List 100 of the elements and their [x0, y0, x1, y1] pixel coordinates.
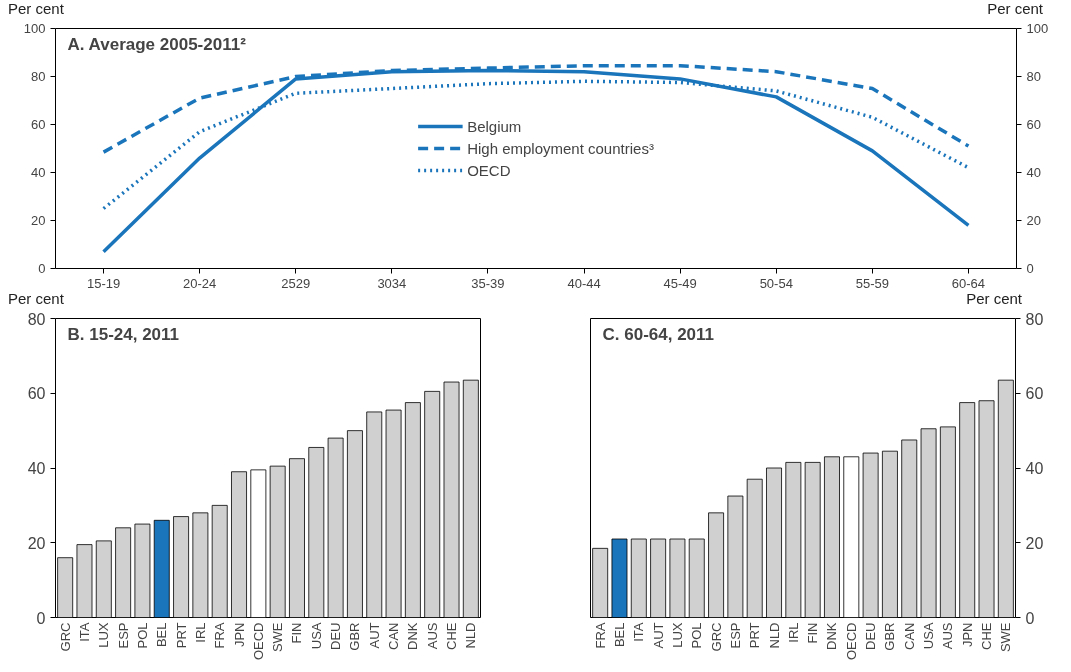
- bar: [650, 538, 667, 618]
- bar: [231, 471, 247, 618]
- y2-tick-label: 60: [1026, 117, 1041, 132]
- x-tick-label: ESP: [727, 622, 743, 649]
- x-tick-label: PRT: [173, 622, 189, 649]
- bar: [920, 428, 937, 618]
- bar: [708, 512, 724, 618]
- bar: [134, 523, 151, 618]
- legend-label: High employment countries³: [467, 139, 654, 157]
- bar: [250, 469, 267, 618]
- x-tick-label: 20-24: [183, 275, 217, 291]
- x-tick-label: 50-54: [759, 275, 793, 291]
- x-tick-label: USA: [308, 622, 324, 650]
- bar: [978, 400, 995, 618]
- y-tick-label: 40: [31, 165, 46, 180]
- bar: [366, 411, 383, 618]
- x-tick-label: CHE: [979, 622, 995, 650]
- x-tick-label: 60-64: [951, 275, 986, 291]
- x-tick-label: DEU: [863, 622, 879, 650]
- bar: [901, 439, 918, 618]
- y-tick-label: 20: [27, 534, 46, 552]
- y2-tick-label: 0: [1025, 609, 1035, 627]
- x-tick-label: FRA: [212, 622, 228, 649]
- y2-tick-label: 0: [1026, 261, 1034, 276]
- x-tick-label: SWE: [270, 622, 286, 653]
- bar: [153, 519, 170, 618]
- x-tick-label: POL: [689, 622, 705, 649]
- x-tick-label: GBR: [347, 622, 363, 651]
- x-tick-label: ESP: [115, 622, 131, 649]
- legend-label: Belgium: [467, 117, 522, 135]
- chart-title: A. Average 2005-2011²: [67, 34, 247, 54]
- x-tick-label: BEL: [154, 622, 170, 648]
- bar: [959, 402, 976, 618]
- bar: [804, 461, 821, 618]
- y-tick-label: 0: [38, 261, 46, 276]
- x-tick-label: 35-39: [471, 275, 505, 291]
- x-tick-label: CHE: [444, 622, 460, 650]
- x-tick-label: BEL: [611, 622, 627, 648]
- y-tick-label: 100: [23, 21, 46, 36]
- x-tick-label: 55-59: [855, 275, 889, 291]
- y2-tick-label: 60: [1025, 385, 1044, 403]
- y-tick-label: 80: [31, 69, 46, 84]
- bar: [347, 430, 363, 618]
- x-tick-label: JPN: [959, 622, 975, 648]
- bar: [404, 402, 421, 618]
- x-tick-label: LUX: [96, 622, 112, 648]
- bar: [843, 456, 860, 618]
- bar: [308, 447, 325, 618]
- x-tick-label: IRL: [785, 622, 801, 643]
- y-tick-label: 60: [27, 385, 46, 403]
- x-tick-label: USA: [921, 622, 937, 650]
- bar: [939, 426, 956, 618]
- bar: [785, 461, 802, 618]
- x-tick-label: CAN: [386, 622, 402, 650]
- bar: [688, 538, 705, 618]
- y2-axis-title: Per cent: [987, 0, 1043, 18]
- x-tick-label: GRC: [708, 622, 724, 652]
- bar: [766, 467, 782, 618]
- bar: [630, 538, 647, 618]
- y2-tick-label: 80: [1026, 69, 1041, 84]
- y-tick-label: 0: [36, 609, 46, 627]
- y2-tick-label: 100: [1026, 21, 1049, 36]
- x-tick-label: SWE: [998, 622, 1014, 653]
- y2-axis-title: Per cent: [966, 290, 1022, 308]
- x-tick-label: AUS: [424, 622, 440, 650]
- bar: [115, 527, 132, 618]
- bar: [76, 544, 93, 618]
- x-tick-label: IRL: [192, 622, 208, 643]
- bar: [269, 465, 286, 618]
- y-tick-label: 60: [31, 117, 46, 132]
- bar: [746, 478, 763, 618]
- x-tick-label: FRA: [592, 622, 608, 649]
- x-tick-label: DNK: [405, 622, 421, 650]
- x-tick-label: PRT: [747, 622, 763, 649]
- chart-title: B. 15-24, 2011: [67, 324, 180, 344]
- bar: [862, 452, 879, 618]
- x-tick-label: DNK: [824, 622, 840, 650]
- bar: [192, 512, 209, 618]
- x-tick-label: ITA: [76, 622, 92, 642]
- x-tick-label: 45-49: [663, 275, 697, 291]
- bar: [327, 437, 344, 618]
- bar: [385, 409, 402, 618]
- legend-label: OECD: [467, 161, 511, 179]
- x-tick-label: OECD: [843, 622, 859, 661]
- y2-tick-label: 40: [1025, 460, 1044, 477]
- x-tick-label: AUT: [366, 622, 382, 649]
- y2-tick-label: 20: [1025, 534, 1044, 552]
- x-tick-label: DEU: [328, 622, 344, 650]
- x-tick-label: JPN: [231, 622, 247, 648]
- x-tick-label: 3034: [377, 275, 407, 291]
- x-tick-label: GBR: [882, 622, 898, 651]
- x-tick-label: CAN: [901, 622, 917, 650]
- y-axis-title: Per cent: [8, 290, 64, 308]
- x-tick-label: POL: [134, 622, 150, 649]
- y2-tick-label: 40: [1026, 165, 1041, 180]
- y2-tick-label: 80: [1025, 310, 1044, 328]
- bar: [727, 495, 744, 618]
- y-tick-label: 20: [31, 213, 46, 228]
- chart-title: C. 60-64, 2011: [602, 324, 715, 344]
- bar: [424, 390, 441, 618]
